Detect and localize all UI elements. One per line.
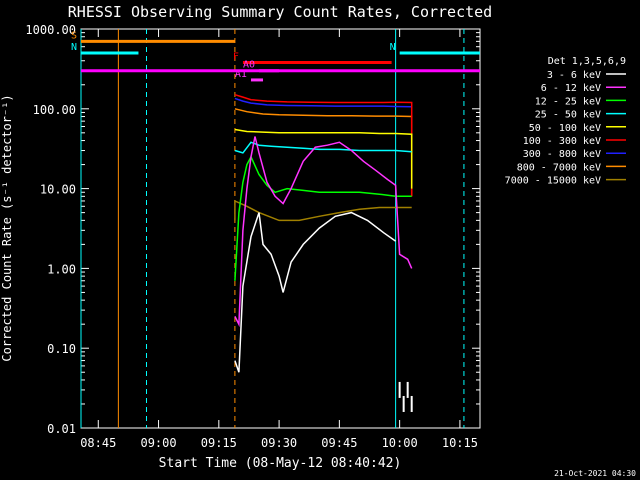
legend-label: 100 - 300 keV bbox=[523, 136, 601, 147]
plot-layer: 1000.00 100.00 10.00 1.00 0.10 0.01 08:45 09:00… bbox=[25, 23, 626, 450]
x-axis-label: Start Time (08-May-12 08:40:42) bbox=[159, 456, 402, 471]
y-axis-label: Corrected Count Rate (s⁻¹ detector⁻¹) bbox=[0, 94, 14, 361]
series-line bbox=[234, 136, 413, 328]
x-tick-label: 09:30 bbox=[261, 436, 297, 450]
series-line bbox=[234, 211, 397, 373]
series-line bbox=[234, 93, 413, 197]
y-tick-label: 10.00 bbox=[40, 183, 76, 197]
footer-timestamp: 21-Oct-2021 04:30 bbox=[554, 469, 636, 478]
legend-label: 50 - 100 keV bbox=[529, 123, 601, 134]
legend-label: 3 - 6 keV bbox=[547, 70, 601, 81]
legend-label: 800 - 7000 keV bbox=[517, 162, 601, 173]
flag-label: F bbox=[233, 52, 239, 63]
x-tick-label: 08:45 bbox=[80, 436, 116, 450]
y-tick-label: 0.10 bbox=[47, 342, 76, 356]
flag-label: N bbox=[71, 42, 77, 53]
legend-title: Det 1,3,5,6,9 bbox=[548, 56, 626, 67]
x-tick-label: 09:00 bbox=[140, 436, 176, 450]
y-tick-label: 100.00 bbox=[33, 103, 76, 117]
flag-label: A0 bbox=[243, 60, 255, 71]
y-tick-label: 0.01 bbox=[47, 422, 76, 436]
flag-label: S bbox=[71, 30, 77, 41]
legend-label: 6 - 12 keV bbox=[541, 83, 601, 94]
x-tick-label: 09:15 bbox=[201, 436, 237, 450]
x-tick-label: 09:45 bbox=[321, 436, 357, 450]
y-tick-label: 1000.00 bbox=[25, 23, 76, 37]
chart-title: RHESSI Observing Summary Count Rates, Co… bbox=[68, 3, 492, 21]
x-tick-label: 10:00 bbox=[382, 436, 418, 450]
series-line bbox=[234, 199, 412, 222]
y-tick-label: 1.00 bbox=[47, 262, 76, 276]
plot-frame bbox=[80, 28, 481, 429]
legend-label: 25 - 50 keV bbox=[535, 110, 601, 121]
series-line bbox=[234, 97, 412, 108]
legend-label: 300 - 800 keV bbox=[523, 149, 601, 160]
legend-label: 7000 - 15000 keV bbox=[505, 176, 601, 187]
series-line bbox=[234, 108, 413, 197]
x-tick-label: 10:15 bbox=[442, 436, 478, 450]
series-line bbox=[234, 128, 413, 189]
flag-label: N bbox=[390, 42, 396, 53]
flag-label: A1 bbox=[235, 69, 247, 80]
series-line bbox=[234, 155, 412, 281]
series-line bbox=[234, 141, 412, 154]
legend-label: 12 - 25 keV bbox=[535, 96, 601, 107]
